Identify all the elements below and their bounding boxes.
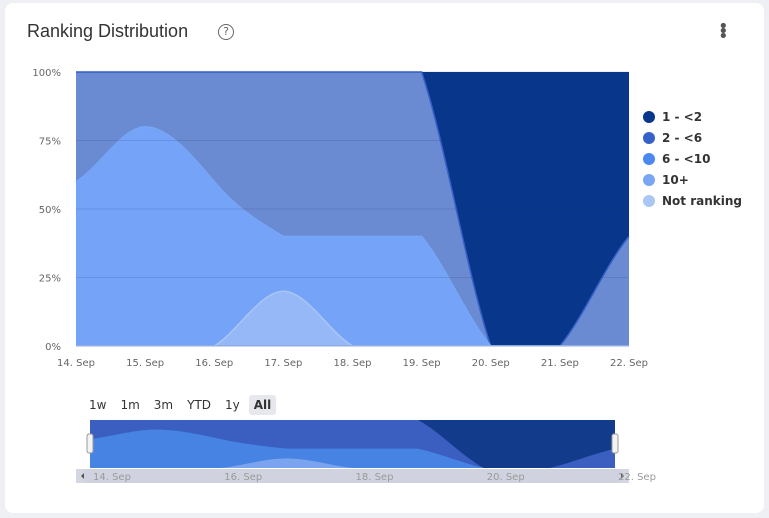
x-tick-label: 17. Sep bbox=[264, 358, 302, 369]
x-tick-label: 21. Sep bbox=[541, 358, 579, 369]
scrollbar-thumb[interactable] bbox=[84, 469, 621, 483]
y-tick-label: 100% bbox=[32, 68, 61, 79]
legend-item[interactable]: 10+ bbox=[643, 169, 742, 190]
navigator-area-10- bbox=[90, 429, 615, 468]
plot-area bbox=[75, 71, 630, 347]
range-button-ytd[interactable]: YTD bbox=[187, 398, 212, 412]
legend-label: 6 - <10 bbox=[662, 151, 711, 166]
legend-label: Not ranking bbox=[662, 193, 742, 208]
navigator[interactable] bbox=[90, 420, 615, 468]
legend-label: 10+ bbox=[662, 172, 689, 187]
legend-dot-icon bbox=[643, 173, 655, 186]
scroll-right-arrow-icon[interactable] bbox=[621, 473, 624, 479]
x-tick-label: 22. Sep bbox=[610, 358, 648, 369]
x-tick-label: 19. Sep bbox=[403, 358, 441, 369]
navigator-tick-label: 16. Sep bbox=[224, 472, 262, 483]
range-button-all[interactable]: All bbox=[248, 395, 277, 415]
y-tick-label: 25% bbox=[39, 274, 61, 285]
navigator-tick-label: 18. Sep bbox=[356, 472, 394, 483]
legend: 1 - <2 2 - <6 6 - <10 10+ Not ranking bbox=[643, 106, 742, 211]
navigator-right-handle[interactable] bbox=[611, 433, 619, 454]
legend-dot-icon bbox=[643, 194, 655, 207]
chart-title: Ranking Distribution bbox=[27, 21, 189, 41]
x-tick-label: 18. Sep bbox=[334, 358, 372, 369]
range-button-3m[interactable]: 3m bbox=[153, 398, 174, 412]
x-tick-label: 16. Sep bbox=[195, 358, 233, 369]
scroll-left-arrow-icon[interactable] bbox=[81, 473, 84, 479]
vertical-ellipsis-icon[interactable]: • • • bbox=[718, 16, 729, 47]
legend-item[interactable]: 2 - <6 bbox=[643, 127, 742, 148]
legend-label: 2 - <6 bbox=[662, 130, 703, 145]
y-tick-label: 0% bbox=[45, 342, 61, 353]
range-button-1y[interactable]: 1y bbox=[225, 398, 240, 412]
range-button-1w[interactable]: 1w bbox=[89, 398, 107, 412]
navigator-tick-label: 22. Sep bbox=[618, 472, 656, 483]
range-selector: 1w 1m 3m YTD 1y All bbox=[84, 395, 277, 415]
x-tick-label: 15. Sep bbox=[126, 358, 164, 369]
question-circle-icon[interactable]: ? bbox=[218, 24, 234, 40]
y-tick-label: 50% bbox=[39, 205, 61, 216]
legend-dot-icon bbox=[643, 110, 655, 123]
navigator-tick-label: 14. Sep bbox=[93, 472, 131, 483]
x-tick-label: 20. Sep bbox=[472, 358, 510, 369]
legend-label: 1 - <2 bbox=[662, 109, 703, 124]
legend-item[interactable]: 1 - <2 bbox=[643, 106, 742, 127]
x-tick-label: 14. Sep bbox=[57, 358, 95, 369]
legend-item[interactable]: 6 - <10 bbox=[643, 148, 742, 169]
legend-dot-icon bbox=[643, 131, 655, 144]
legend-item[interactable]: Not ranking bbox=[643, 190, 742, 211]
legend-dot-icon bbox=[643, 152, 655, 165]
range-button-1m[interactable]: 1m bbox=[120, 398, 140, 412]
y-tick-label: 75% bbox=[39, 137, 61, 148]
navigator-left-handle[interactable] bbox=[86, 433, 94, 454]
navigator-tick-label: 20. Sep bbox=[487, 472, 525, 483]
